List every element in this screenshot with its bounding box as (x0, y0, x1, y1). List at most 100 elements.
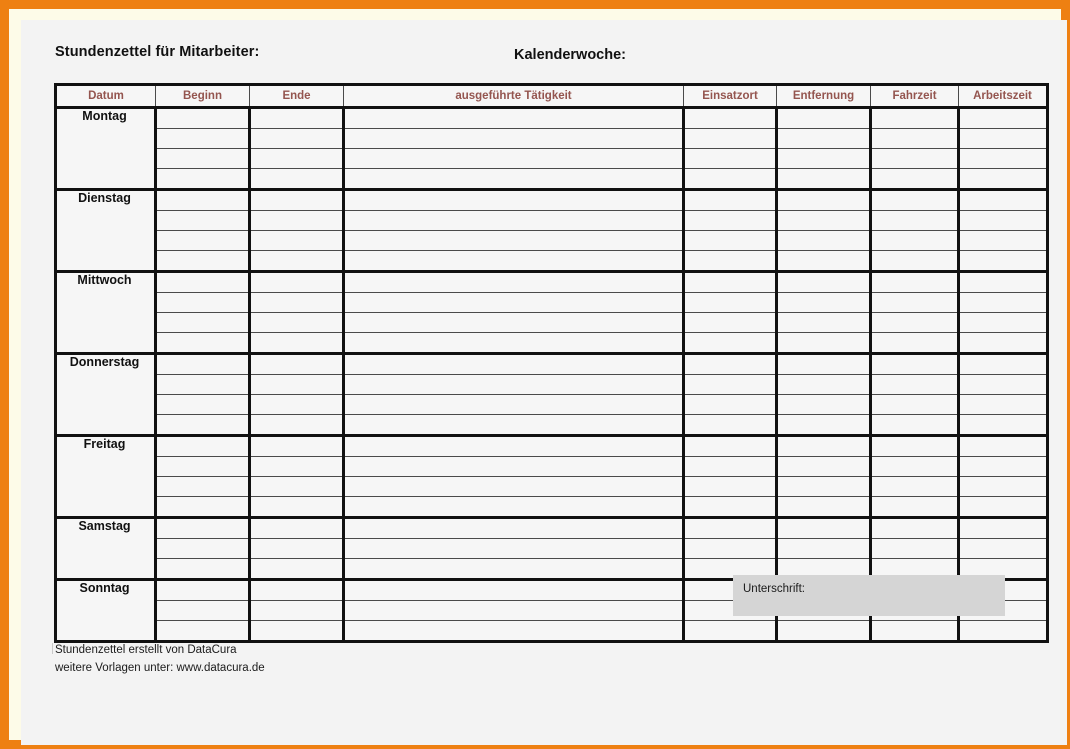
entry-cell-fahrzeit[interactable] (869, 332, 959, 354)
entry-cell-fahrzeit[interactable] (869, 456, 959, 477)
entry-cell-arbeitszeit[interactable] (957, 394, 1048, 415)
entry-cell-einsatzort[interactable] (682, 434, 777, 457)
entry-cell-ende[interactable] (248, 168, 344, 190)
entry-cell-beginn[interactable] (154, 230, 250, 251)
entry-cell-ende[interactable] (248, 496, 344, 518)
entry-cell-taetigkeit[interactable] (342, 516, 684, 539)
entry-cell-beginn[interactable] (154, 148, 250, 169)
entry-cell-arbeitszeit[interactable] (957, 128, 1048, 149)
entry-cell-ende[interactable] (248, 292, 344, 313)
entry-cell-entfernung[interactable] (775, 620, 871, 642)
entry-cell-arbeitszeit[interactable] (957, 168, 1048, 190)
entry-cell-entfernung[interactable] (775, 168, 871, 190)
entry-cell-taetigkeit[interactable] (342, 332, 684, 354)
entry-cell-einsatzort[interactable] (682, 230, 777, 251)
entry-cell-arbeitszeit[interactable] (957, 106, 1048, 129)
entry-cell-beginn[interactable] (154, 516, 250, 539)
entry-cell-taetigkeit[interactable] (342, 168, 684, 190)
entry-cell-taetigkeit[interactable] (342, 414, 684, 436)
entry-cell-arbeitszeit[interactable] (957, 312, 1048, 333)
entry-cell-entfernung[interactable] (775, 312, 871, 333)
entry-cell-einsatzort[interactable] (682, 414, 777, 436)
entry-cell-entfernung[interactable] (775, 230, 871, 251)
entry-cell-arbeitszeit[interactable] (957, 374, 1048, 395)
entry-cell-einsatzort[interactable] (682, 332, 777, 354)
entry-cell-beginn[interactable] (154, 128, 250, 149)
entry-cell-ende[interactable] (248, 434, 344, 457)
entry-cell-arbeitszeit[interactable] (957, 434, 1048, 457)
entry-cell-entfernung[interactable] (775, 106, 871, 129)
entry-cell-entfernung[interactable] (775, 456, 871, 477)
entry-cell-einsatzort[interactable] (682, 352, 777, 375)
entry-cell-taetigkeit[interactable] (342, 496, 684, 518)
entry-cell-ende[interactable] (248, 312, 344, 333)
entry-cell-beginn[interactable] (154, 538, 250, 559)
entry-cell-entfernung[interactable] (775, 394, 871, 415)
entry-cell-einsatzort[interactable] (682, 476, 777, 497)
entry-cell-fahrzeit[interactable] (869, 476, 959, 497)
entry-cell-fahrzeit[interactable] (869, 516, 959, 539)
entry-cell-beginn[interactable] (154, 210, 250, 231)
entry-cell-entfernung[interactable] (775, 292, 871, 313)
entry-cell-fahrzeit[interactable] (869, 210, 959, 231)
entry-cell-entfernung[interactable] (775, 496, 871, 518)
entry-cell-ende[interactable] (248, 456, 344, 477)
entry-cell-entfernung[interactable] (775, 516, 871, 539)
entry-cell-einsatzort[interactable] (682, 250, 777, 272)
entry-cell-beginn[interactable] (154, 270, 250, 293)
entry-cell-arbeitszeit[interactable] (957, 620, 1048, 642)
entry-cell-beginn[interactable] (154, 476, 250, 497)
entry-cell-ende[interactable] (248, 250, 344, 272)
entry-cell-fahrzeit[interactable] (869, 106, 959, 129)
entry-cell-einsatzort[interactable] (682, 496, 777, 518)
entry-cell-entfernung[interactable] (775, 270, 871, 293)
entry-cell-entfernung[interactable] (775, 434, 871, 457)
entry-cell-ende[interactable] (248, 106, 344, 129)
entry-cell-fahrzeit[interactable] (869, 374, 959, 395)
entry-cell-taetigkeit[interactable] (342, 188, 684, 211)
entry-cell-taetigkeit[interactable] (342, 558, 684, 580)
entry-cell-beginn[interactable] (154, 332, 250, 354)
entry-cell-entfernung[interactable] (775, 250, 871, 272)
entry-cell-fahrzeit[interactable] (869, 188, 959, 211)
entry-cell-beginn[interactable] (154, 168, 250, 190)
entry-cell-ende[interactable] (248, 476, 344, 497)
entry-cell-fahrzeit[interactable] (869, 352, 959, 375)
entry-cell-taetigkeit[interactable] (342, 352, 684, 375)
entry-cell-beginn[interactable] (154, 578, 250, 601)
entry-cell-fahrzeit[interactable] (869, 414, 959, 436)
entry-cell-beginn[interactable] (154, 394, 250, 415)
entry-cell-taetigkeit[interactable] (342, 312, 684, 333)
entry-cell-taetigkeit[interactable] (342, 434, 684, 457)
entry-cell-arbeitszeit[interactable] (957, 292, 1048, 313)
entry-cell-entfernung[interactable] (775, 210, 871, 231)
entry-cell-einsatzort[interactable] (682, 456, 777, 477)
entry-cell-fahrzeit[interactable] (869, 394, 959, 415)
entry-cell-arbeitszeit[interactable] (957, 516, 1048, 539)
entry-cell-einsatzort[interactable] (682, 148, 777, 169)
entry-cell-ende[interactable] (248, 270, 344, 293)
entry-cell-fahrzeit[interactable] (869, 168, 959, 190)
entry-cell-ende[interactable] (248, 210, 344, 231)
signature-box[interactable]: Unterschrift: (733, 575, 1005, 616)
entry-cell-ende[interactable] (248, 620, 344, 642)
entry-cell-arbeitszeit[interactable] (957, 538, 1048, 559)
entry-cell-beginn[interactable] (154, 188, 250, 211)
entry-cell-arbeitszeit[interactable] (957, 270, 1048, 293)
entry-cell-fahrzeit[interactable] (869, 434, 959, 457)
entry-cell-taetigkeit[interactable] (342, 578, 684, 601)
entry-cell-einsatzort[interactable] (682, 374, 777, 395)
entry-cell-ende[interactable] (248, 414, 344, 436)
entry-cell-taetigkeit[interactable] (342, 210, 684, 231)
entry-cell-arbeitszeit[interactable] (957, 456, 1048, 477)
entry-cell-beginn[interactable] (154, 620, 250, 642)
entry-cell-einsatzort[interactable] (682, 394, 777, 415)
entry-cell-ende[interactable] (248, 230, 344, 251)
entry-cell-beginn[interactable] (154, 558, 250, 580)
entry-cell-beginn[interactable] (154, 374, 250, 395)
entry-cell-taetigkeit[interactable] (342, 292, 684, 313)
entry-cell-fahrzeit[interactable] (869, 292, 959, 313)
entry-cell-einsatzort[interactable] (682, 270, 777, 293)
entry-cell-einsatzort[interactable] (682, 516, 777, 539)
entry-cell-beginn[interactable] (154, 312, 250, 333)
